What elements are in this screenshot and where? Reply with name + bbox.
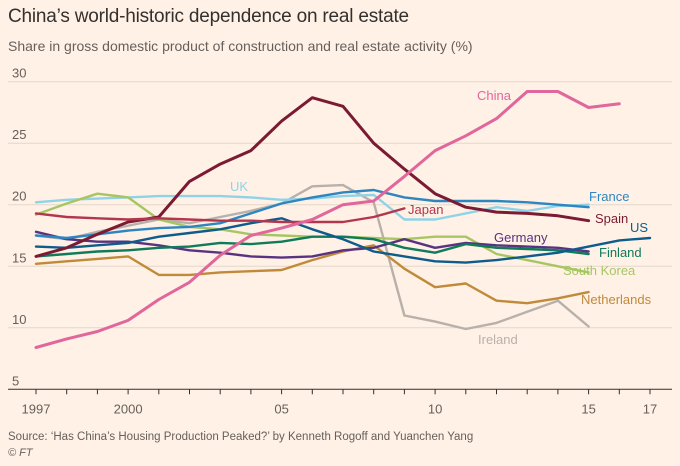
series-label-france: France — [589, 189, 629, 204]
y-tick-label: 30 — [12, 66, 26, 81]
y-tick-label: 5 — [12, 373, 19, 388]
y-axis-labels: 30 25 20 15 10 5 — [12, 66, 26, 389]
series-line-china — [34, 90, 621, 349]
y-tick-label: 10 — [12, 312, 26, 327]
series-label-south-korea: South Korea — [563, 263, 636, 278]
x-axis: 1997 2000 05 10 15 17 — [8, 388, 672, 416]
series-label-us: US — [630, 220, 648, 235]
series-label-japan: Japan — [408, 202, 443, 217]
series-line-finland — [34, 235, 590, 258]
source-note: Source: ‘Has China’s Housing Production … — [8, 431, 474, 443]
series-line-netherlands — [34, 244, 590, 305]
series-label-netherlands: Netherlands — [581, 292, 652, 307]
x-tick-label: 2000 — [114, 401, 143, 416]
y-tick-label: 25 — [12, 127, 26, 142]
x-tick-label: 1997 — [22, 401, 51, 416]
series-line-ireland — [34, 183, 590, 331]
series-lines — [34, 90, 652, 349]
x-tick-label: 17 — [643, 401, 657, 416]
series-label-germany: Germany — [494, 230, 548, 245]
series-label-uk: UK — [230, 179, 248, 194]
series-label-ireland: Ireland — [478, 332, 518, 347]
x-tick-label: 10 — [428, 401, 442, 416]
series-label-finland: Finland — [599, 245, 642, 260]
y-tick-label: 15 — [12, 250, 26, 265]
x-tick-label: 15 — [581, 401, 595, 416]
series-label-china: China — [477, 88, 512, 103]
x-tick-label: 05 — [274, 401, 288, 416]
chart-title: China’s world-historic dependence on rea… — [8, 6, 409, 27]
series-line-france — [34, 188, 590, 240]
series-line-spain — [34, 96, 591, 258]
y-tick-label: 20 — [12, 189, 26, 204]
series-label-spain: Spain — [595, 211, 628, 226]
chart-subtitle: Share in gross domestic product of const… — [8, 38, 473, 54]
series-line-japan — [34, 207, 406, 224]
series-line-us — [34, 217, 652, 264]
copyright-note: © FT — [8, 447, 33, 459]
